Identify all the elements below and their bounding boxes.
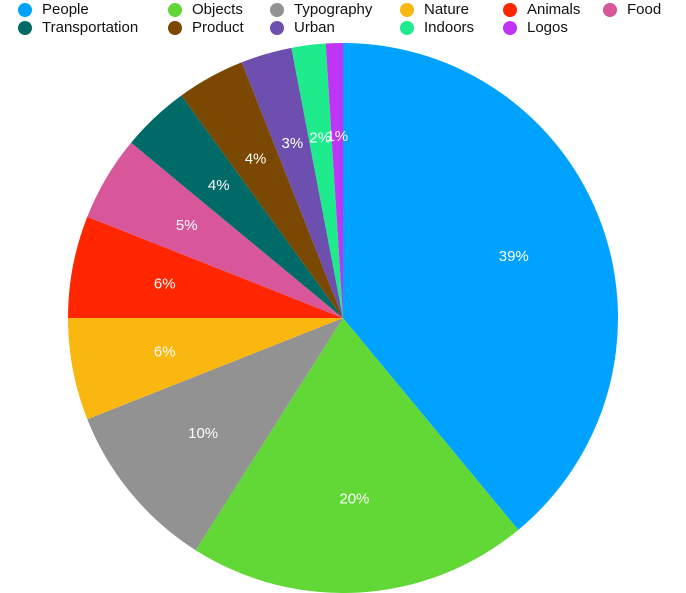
legend-label: Logos (527, 19, 568, 36)
legend-swatch-icon (168, 21, 182, 35)
legend-swatch-icon (168, 3, 182, 17)
pie-slice-label-nature: 6% (154, 344, 176, 361)
pie-slice-label-typography: 10% (188, 425, 218, 442)
legend-item-product: Product (168, 19, 244, 37)
pie-slices (68, 43, 618, 593)
legend-swatch-icon (400, 21, 414, 35)
legend-item-indoors: Indoors (400, 19, 474, 37)
pie-slice-transportation (131, 95, 343, 318)
legend-item-people: People (18, 1, 89, 19)
pie-slice-animals (68, 216, 343, 318)
legend-item-nature: Nature (400, 1, 469, 19)
pie-slice-labels: 39% 20% 10% 6% 6% 5% 4% 4% 3% 2%1% (154, 128, 529, 508)
pie-slice-typography (87, 318, 344, 551)
pie-slice-label-people: 39% (499, 248, 529, 265)
pie-slice-logos (325, 43, 343, 318)
legend-item-objects: Objects (168, 1, 243, 19)
legend-label: Food (627, 1, 662, 18)
legend-item-transportation: Transportation (18, 19, 138, 37)
legend-swatch-icon (503, 21, 517, 35)
legend-label: Urban (294, 19, 335, 36)
pie-slice-label-transportation: 4% (208, 177, 230, 194)
legend-label: Typography (294, 1, 373, 18)
pie-slice-objects (195, 318, 519, 593)
pie-slice-label-logos: 1% (326, 128, 348, 145)
legend-label: Objects (192, 1, 243, 18)
legend-item-typography: Typography (270, 1, 372, 19)
legend-swatch-icon (603, 3, 617, 17)
legend-swatch-icon (503, 3, 517, 17)
legend-label: Product (192, 19, 244, 36)
pie-slice-label-objects: 20% (339, 491, 369, 508)
pie-slice-nature (68, 318, 343, 420)
pie-slice-people (343, 43, 618, 530)
legend-label: Indoors (424, 19, 475, 36)
legend-swatch-icon (270, 21, 284, 35)
legend-label: Nature (424, 1, 470, 18)
legend-swatch-icon (270, 3, 284, 17)
legend-item-animals: Animals (503, 1, 580, 19)
legend-item-urban: Urban (270, 19, 335, 37)
pie-slice-label-food: 5% (176, 217, 198, 234)
legend-item-food: Food (603, 1, 661, 19)
pie-slice-label-indoors: 2% (309, 129, 331, 146)
pie-slice-label-product: 4% (245, 150, 267, 167)
legend-label: Animals (527, 1, 581, 18)
pie-slice-food (87, 142, 344, 318)
legend-swatch-icon (400, 3, 414, 17)
legend-item-logos: Logos (503, 19, 568, 37)
pie-slice-label-urban: 3% (282, 135, 304, 152)
pie-slice-label-animals: 6% (154, 275, 176, 292)
legend-label: People (42, 1, 89, 18)
legend-label: Transportation (42, 19, 139, 36)
pie-slice-urban (241, 47, 343, 319)
legend-swatch-icon (18, 3, 32, 17)
pie-slice-product (181, 62, 343, 319)
chart-legend: People Objects Typography Nature Animals Food… (0, 0, 686, 44)
legend-swatch-icon (18, 21, 32, 35)
pie-slice-indoors (291, 43, 343, 318)
